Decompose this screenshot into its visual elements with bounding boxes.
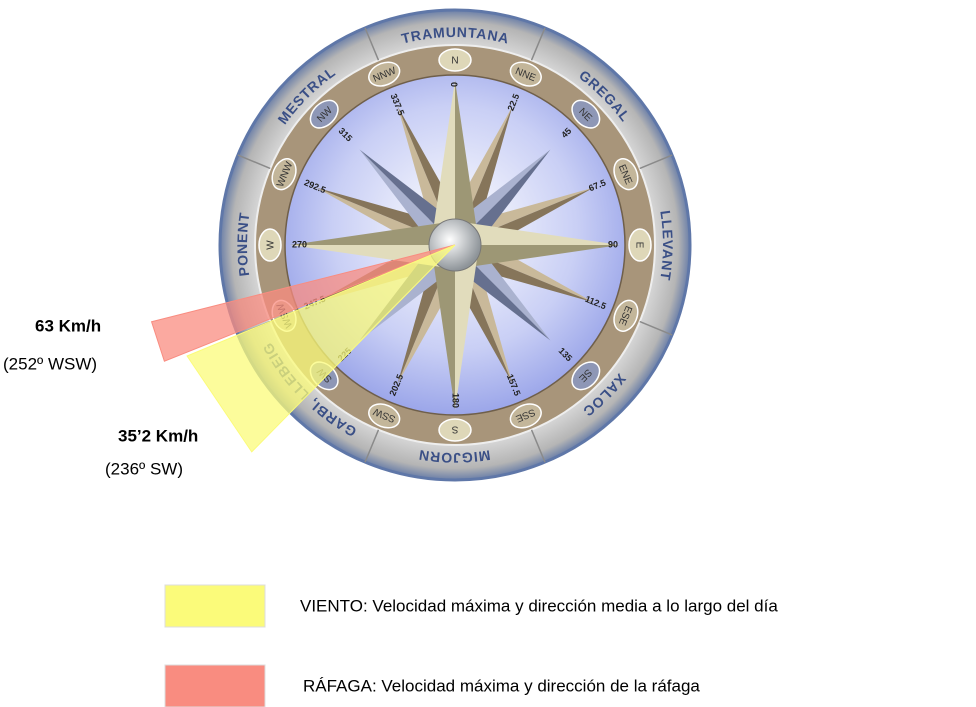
direction-wedge — [150, 244, 456, 362]
legend-label: VIENTO: Velocidad máxima y dirección med… — [300, 596, 778, 615]
legend-swatch — [164, 664, 266, 707]
wind-name-text: MIGJORN — [417, 447, 491, 466]
wind-name: PONENT — [234, 211, 253, 277]
degree-label: 270 — [292, 239, 307, 249]
point-marker: SSW — [368, 403, 401, 429]
star-half — [431, 80, 455, 245]
direction-wedge — [186, 244, 456, 453]
wind-separator — [639, 154, 673, 170]
wedges — [150, 244, 456, 453]
point-label: W — [266, 240, 277, 250]
star-point — [431, 80, 479, 245]
point-oval — [509, 403, 542, 429]
star-half — [455, 245, 479, 410]
wind-separator — [237, 154, 271, 170]
point-marker: SE — [571, 361, 601, 391]
star-half — [455, 245, 620, 269]
star-point — [455, 221, 620, 269]
point-marker: NNW — [368, 61, 401, 87]
point-marker: WNW — [271, 158, 297, 191]
point-marker: E — [628, 228, 652, 262]
wind-name-text: LLEVANT — [657, 209, 675, 282]
degree-label: 180 — [451, 393, 461, 408]
degree-label: 0 — [449, 82, 459, 87]
point-marker: W — [258, 228, 282, 262]
star-half — [455, 221, 620, 245]
point-label: N — [451, 56, 458, 67]
gust-speed: 63 Km/h — [35, 316, 101, 335]
star-half — [290, 221, 455, 245]
point-oval — [368, 403, 401, 429]
star-half — [431, 245, 455, 410]
point-oval — [613, 158, 639, 191]
star-point — [431, 245, 479, 410]
star-half — [455, 80, 479, 245]
point-marker: N — [438, 48, 472, 72]
point-marker: S — [438, 418, 472, 442]
point-oval — [309, 99, 339, 129]
point-marker: SSE — [509, 403, 542, 429]
legend-label: RÁFAGA: Velocidad máxima y dirección de … — [303, 676, 700, 695]
wind-name: MIGJORN — [417, 447, 492, 466]
point-oval — [509, 61, 542, 87]
wind-separator — [639, 320, 673, 336]
legend-swatch — [164, 584, 266, 628]
wind-name: LLEVANT — [657, 209, 676, 282]
degree-label: 45 — [559, 126, 573, 140]
wind-name-text: PONENT — [234, 211, 252, 277]
point-oval — [571, 99, 601, 129]
point-oval — [271, 158, 297, 191]
point-oval — [438, 48, 472, 72]
wind-name: TRAMUNTANA — [400, 24, 512, 47]
point-oval — [571, 361, 601, 391]
wind-separator — [364, 429, 380, 463]
wind-separator — [364, 27, 380, 61]
wind-direction: (236º SW) — [105, 459, 183, 478]
point-marker: NW — [309, 99, 339, 129]
wind-name-text: TRAMUNTANA — [400, 24, 511, 47]
gust-direction: (252º WSW) — [3, 354, 97, 373]
point-marker: ENE — [613, 158, 639, 191]
point-oval — [258, 228, 282, 262]
wind-separator — [530, 429, 546, 463]
point-oval — [438, 418, 472, 442]
point-oval — [368, 61, 401, 87]
legend: VIENTO: Velocidad máxima y dirección med… — [164, 584, 778, 707]
point-marker: NE — [571, 99, 601, 129]
point-marker: NNE — [509, 61, 542, 87]
degree-label: 90 — [608, 239, 618, 249]
point-label: S — [451, 423, 458, 434]
point-oval — [613, 299, 639, 332]
point-marker: ESE — [613, 299, 639, 332]
wind-speed: 35’2 Km/h — [118, 426, 198, 445]
point-label: E — [633, 242, 644, 249]
wind-separator — [530, 27, 546, 61]
point-oval — [628, 228, 652, 262]
